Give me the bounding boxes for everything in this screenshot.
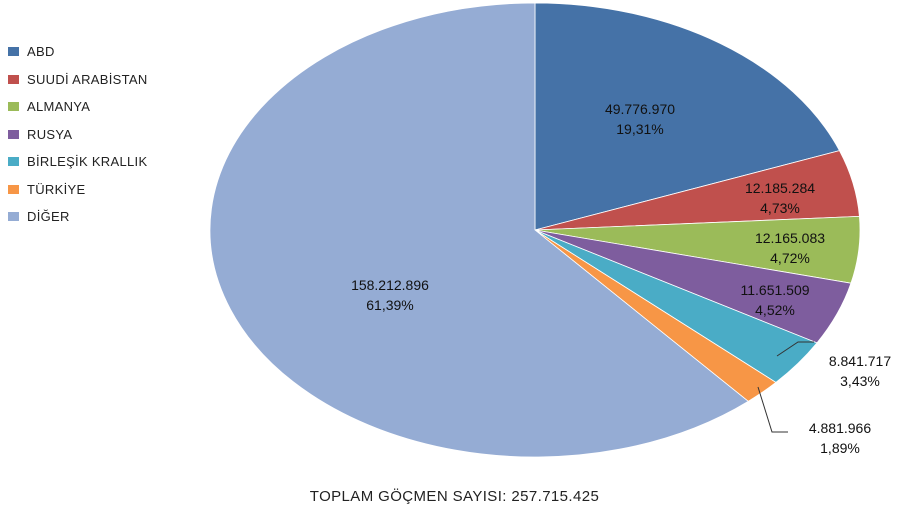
legend-item-turki-ye: TÜRKİYE [8, 176, 148, 204]
legend-label: SUUDİ ARABİSTAN [27, 72, 148, 87]
legend-swatch [8, 130, 19, 139]
value-label-rusya: 11.651.509 [740, 282, 809, 298]
legend-swatch [8, 47, 19, 56]
legend-label: DİĞER [27, 209, 70, 224]
percent-label-rusya: 4,52% [755, 302, 795, 318]
percent-label-bi-rlesi-k-krallik: 3,43% [840, 373, 880, 389]
legend-label: ALMANYA [27, 99, 90, 114]
percent-label-almanya: 4,72% [770, 250, 810, 266]
legend-label: BİRLEŞİK KRALLIK [27, 154, 147, 169]
legend-label: RUSYA [27, 127, 72, 142]
legend-swatch [8, 185, 19, 194]
percent-label-turki-ye: 1,89% [820, 440, 860, 456]
legend-swatch [8, 75, 19, 84]
legend-item-almanya: ALMANYA [8, 93, 148, 121]
legend-item-abd: ABD [8, 38, 148, 66]
legend-label: TÜRKİYE [27, 182, 85, 197]
legend-label: ABD [27, 44, 55, 59]
value-label-di-ger: 158.212.896 [351, 277, 429, 293]
legend-item-suudi-arabi-stan: SUUDİ ARABİSTAN [8, 66, 148, 94]
value-label-bi-rlesi-k-krallik: 8.841.717 [829, 353, 891, 369]
legend-item-di-ger: DİĞER [8, 203, 148, 231]
legend-swatch [8, 212, 19, 221]
legend-item-bi-rlesi-k-krallik: BİRLEŞİK KRALLIK [8, 148, 148, 176]
legend-swatch [8, 157, 19, 166]
value-label-abd: 49.776.970 [605, 101, 675, 117]
legend-swatch [8, 102, 19, 111]
value-label-suudi-arabi-stan: 12.185.284 [745, 180, 815, 196]
leader-line-turki-ye [758, 387, 788, 432]
legend-item-rusya: RUSYA [8, 121, 148, 149]
value-label-almanya: 12.165.083 [755, 230, 825, 246]
percent-label-abd: 19,31% [616, 121, 663, 137]
percent-label-di-ger: 61,39% [366, 297, 413, 313]
legend: ABD SUUDİ ARABİSTAN ALMANYA RUSYA BİRLEŞİK K… [8, 38, 148, 231]
chart-footer: TOPLAM GÖÇMEN SAYISI: 257.715.425 [0, 488, 909, 505]
value-label-turki-ye: 4.881.966 [809, 420, 871, 436]
percent-label-suudi-arabi-stan: 4,73% [760, 200, 800, 216]
